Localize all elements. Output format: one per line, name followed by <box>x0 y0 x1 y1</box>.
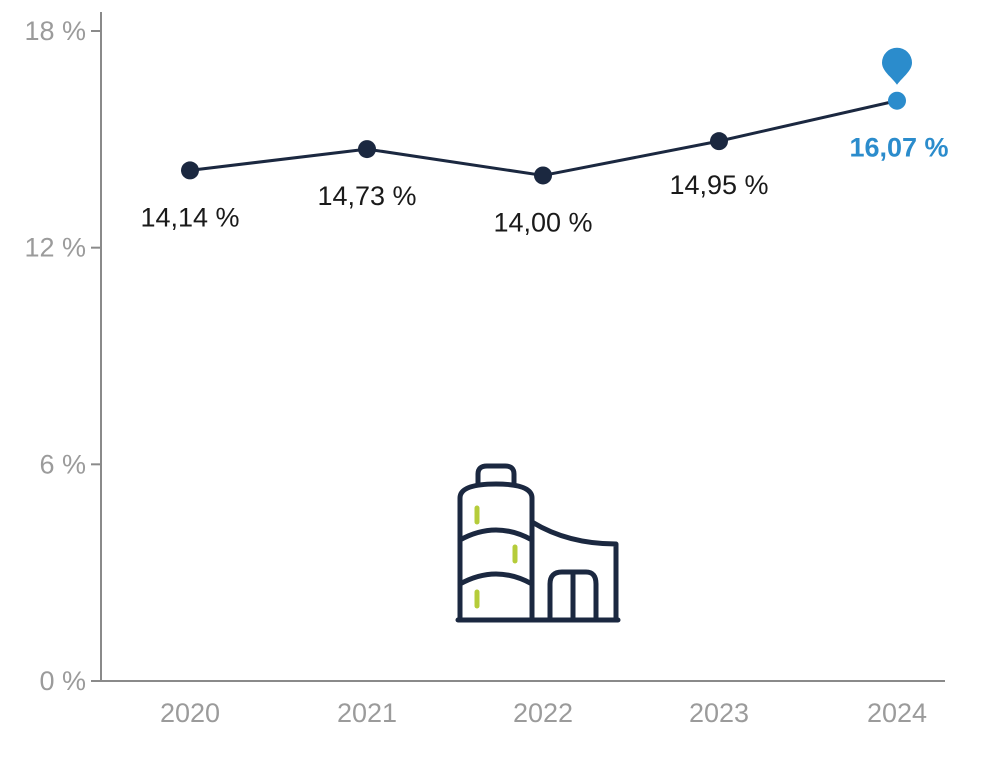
data-label: 14,14 % <box>140 202 239 232</box>
x-tick-label: 2024 <box>867 698 927 728</box>
x-tick-label: 2022 <box>513 698 573 728</box>
y-ticks: 0 % 6 % 12 % 18 % <box>24 16 101 696</box>
data-label-highlight: 16,07 % <box>849 133 948 163</box>
data-point <box>710 132 728 151</box>
data-label: 14,95 % <box>669 170 768 200</box>
map-pin-icon <box>882 47 912 85</box>
y-tick-label: 0 % <box>39 666 86 696</box>
data-points <box>181 91 906 185</box>
x-tick-label: 2023 <box>689 698 749 728</box>
factory-silo-icon <box>455 463 621 623</box>
x-tick-labels: 2020 2021 2022 2023 2024 <box>160 698 927 728</box>
series-line-group <box>189 99 898 177</box>
series-line-segment <box>189 147 368 172</box>
y-tick-label: 18 % <box>24 16 86 46</box>
x-tick-label: 2020 <box>160 698 220 728</box>
data-point-highlight <box>888 91 906 110</box>
data-label: 14,73 % <box>317 181 416 211</box>
map-pin-shape <box>882 47 912 85</box>
data-point <box>534 166 552 185</box>
series-line-segment <box>366 147 544 177</box>
y-tick-label: 6 % <box>39 449 86 479</box>
y-tick-label: 12 % <box>24 233 86 263</box>
series-line-segment <box>542 139 720 177</box>
data-label: 14,00 % <box>493 207 592 237</box>
data-labels: 14,14 % 14,73 % 14,00 % 14,95 % 16,07 % <box>140 133 948 238</box>
x-tick-label: 2021 <box>337 698 397 728</box>
data-point <box>181 161 199 180</box>
series-line-segment <box>718 99 898 143</box>
data-point <box>358 140 376 159</box>
